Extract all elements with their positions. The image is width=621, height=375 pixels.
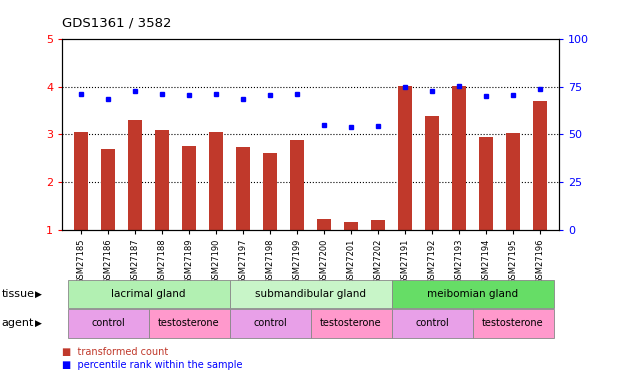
Bar — [479, 137, 494, 230]
Text: ▶: ▶ — [35, 290, 42, 298]
Bar — [209, 132, 224, 230]
Text: control: control — [91, 318, 125, 328]
Text: submandibular gland: submandibular gland — [255, 289, 366, 299]
Bar — [310, 309, 391, 338]
Text: meibomian gland: meibomian gland — [427, 289, 518, 299]
Bar — [148, 309, 230, 338]
Bar — [391, 280, 553, 308]
Text: lacrimal gland: lacrimal gland — [111, 289, 186, 299]
Text: ■  transformed count: ■ transformed count — [62, 347, 168, 357]
Text: agent: agent — [1, 318, 34, 328]
Bar — [235, 147, 250, 230]
Text: control: control — [415, 318, 449, 328]
Text: testosterone: testosterone — [482, 318, 544, 328]
Bar — [155, 130, 170, 230]
Bar — [371, 220, 386, 230]
Bar — [230, 280, 391, 308]
Text: ■  percentile rank within the sample: ■ percentile rank within the sample — [62, 360, 243, 370]
Bar — [473, 309, 553, 338]
Text: testosterone: testosterone — [320, 318, 382, 328]
Bar — [68, 280, 230, 308]
Text: tissue: tissue — [1, 289, 34, 299]
Text: ▶: ▶ — [35, 319, 42, 328]
Text: GDS1361 / 3582: GDS1361 / 3582 — [62, 17, 171, 30]
Bar — [230, 309, 310, 338]
Bar — [343, 222, 358, 230]
Bar — [505, 134, 520, 230]
Bar — [68, 309, 148, 338]
Bar — [181, 146, 196, 230]
Bar — [425, 116, 440, 230]
Bar — [263, 153, 278, 230]
Bar — [317, 219, 332, 230]
Bar — [127, 120, 142, 230]
Bar — [451, 86, 466, 230]
Text: testosterone: testosterone — [158, 318, 220, 328]
Bar — [391, 309, 473, 338]
Bar — [533, 101, 548, 230]
Bar — [289, 140, 304, 230]
Bar — [73, 132, 88, 230]
Bar — [101, 149, 116, 230]
Bar — [397, 86, 412, 230]
Text: control: control — [253, 318, 287, 328]
